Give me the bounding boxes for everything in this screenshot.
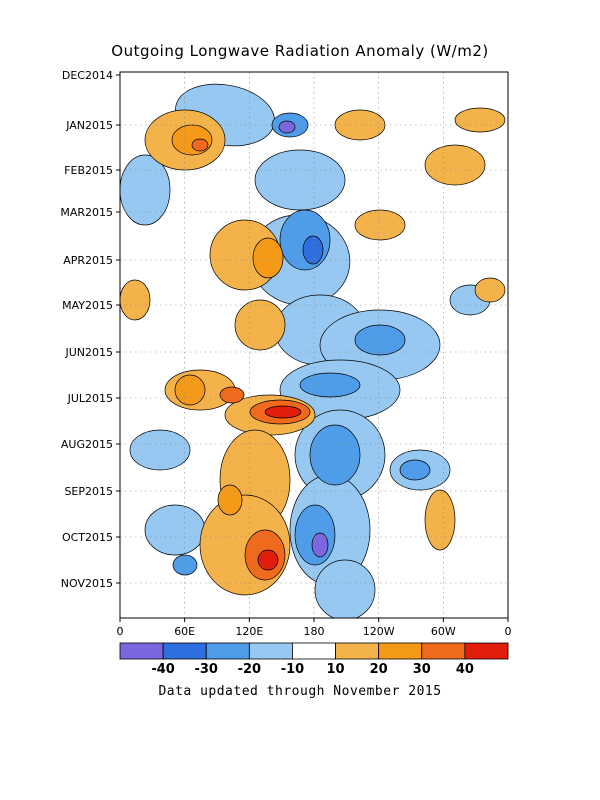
- y-tick-label: MAY2015: [62, 299, 113, 312]
- x-tick-label: 0: [117, 625, 124, 638]
- y-tick-label: MAR2015: [60, 206, 113, 219]
- colorbar-tick-label: -20: [238, 662, 262, 677]
- x-tick-label: 120E: [235, 625, 263, 638]
- anomaly-contour: [120, 279, 151, 321]
- colorbar-swatch: [335, 642, 380, 660]
- colorbar-swatch: [205, 642, 250, 660]
- anomaly-contour: [354, 324, 406, 356]
- anomaly-contour: [219, 386, 245, 404]
- anomaly-contour: [424, 144, 486, 186]
- colorbar-tick-label: -10: [281, 662, 305, 677]
- y-tick-label: JUL2015: [67, 392, 113, 405]
- data-update-note: Data updated through November 2015: [158, 684, 442, 699]
- anomaly-contour: [144, 504, 206, 556]
- y-tick-label: OCT2015: [62, 531, 113, 544]
- anomaly-contour: [299, 372, 361, 398]
- colorbar-tick-label: -30: [194, 662, 218, 677]
- anomaly-contour: [129, 429, 191, 471]
- grid-lines: [120, 72, 508, 618]
- x-tick-label: 60W: [431, 625, 456, 638]
- y-tick-label: AUG2015: [61, 438, 113, 451]
- x-axis: 0 60E 120E 180 120W 60W 0: [117, 618, 512, 638]
- y-tick-label: FEB2015: [64, 164, 113, 177]
- colorbar-swatch: [421, 642, 466, 660]
- anomaly-contour: [278, 120, 296, 134]
- y-tick-label: JUN2015: [64, 346, 113, 359]
- anomaly-field: [120, 83, 506, 618]
- colorbar: -40 -30 -20 -10 10 20 30 40: [119, 642, 509, 677]
- colorbar-tick-label: 10: [327, 662, 345, 677]
- colorbar-tick-label: -40: [151, 662, 175, 677]
- anomaly-contour: [174, 374, 206, 406]
- anomaly-contour: [234, 299, 286, 351]
- y-tick-label: SEP2015: [64, 485, 113, 498]
- anomaly-contour: [354, 209, 406, 241]
- anomaly-contour: [264, 405, 302, 419]
- colorbar-swatch: [292, 642, 336, 660]
- x-tick-label: 60E: [174, 625, 195, 638]
- anomaly-contour: [474, 277, 506, 303]
- y-tick-label: NOV2015: [61, 577, 113, 590]
- anomaly-contour: [454, 107, 506, 133]
- anomaly-contour: [252, 237, 284, 279]
- anomaly-contour: [279, 209, 331, 271]
- anomaly-contour: [191, 138, 209, 152]
- x-tick-label: 0: [505, 625, 512, 638]
- x-tick-label: 120W: [363, 625, 395, 638]
- anomaly-contour: [311, 532, 329, 558]
- y-axis: DEC2014 JAN2015 FEB2015 MAR2015 APR2015 MAY20…: [60, 69, 120, 590]
- anomaly-contour: [399, 459, 431, 481]
- anomaly-contour: [294, 504, 336, 566]
- anomaly-contour: [217, 484, 243, 516]
- anomaly-contour: [120, 154, 171, 226]
- colorbar-swatch: [248, 642, 293, 660]
- anomaly-contour: [424, 489, 456, 551]
- x-tick-label: 180: [304, 625, 325, 638]
- anomaly-contour: [314, 559, 376, 618]
- colorbar-swatch: [378, 642, 423, 660]
- anomaly-contour: [254, 149, 346, 211]
- colorbar-tick-label: 40: [456, 662, 474, 677]
- anomaly-contour: [171, 124, 213, 156]
- y-tick-label: JAN2015: [65, 119, 113, 132]
- y-tick-label: APR2015: [63, 254, 113, 267]
- anomaly-contour: [257, 549, 279, 571]
- colorbar-tick-label: 20: [370, 662, 388, 677]
- anomaly-contour: [302, 235, 324, 265]
- anomaly-contour: [309, 424, 361, 486]
- anomaly-contour: [172, 554, 198, 576]
- colorbar-tick-label: 30: [413, 662, 431, 677]
- plot-area: DEC2014 JAN2015 FEB2015 MAR2015 APR2015 MAY20…: [60, 69, 511, 638]
- colorbar-swatch: [119, 642, 164, 660]
- y-tick-label: DEC2014: [62, 69, 113, 82]
- colorbar-swatch: [464, 642, 509, 660]
- chart-title: Outgoing Longwave Radiation Anomaly (W/m…: [111, 42, 489, 60]
- colorbar-swatch: [162, 642, 207, 660]
